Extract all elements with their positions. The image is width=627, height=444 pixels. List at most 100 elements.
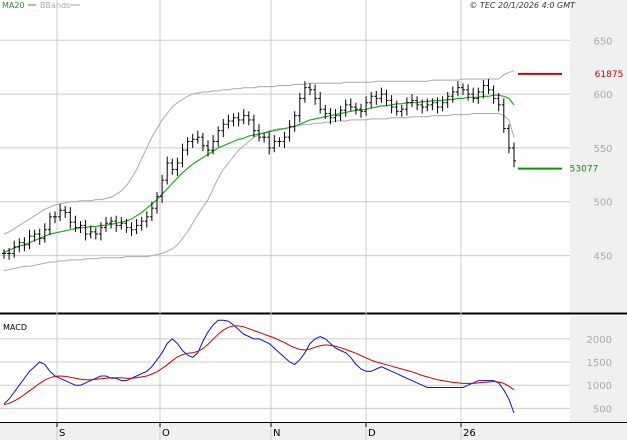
price-bar [124,218,129,233]
price-bar [231,113,236,127]
price-bar [481,80,486,99]
price-bar [251,114,256,138]
x-axis-panel [0,423,627,440]
price-bar [42,223,47,243]
chart-watermark: © TEC 20/1/2026 4:0 GMT [469,1,576,10]
price-bar [53,211,57,224]
price-bar [257,124,261,142]
price-bar [93,227,98,240]
price-bar [486,79,491,95]
price-bar [165,156,170,185]
price-bar [323,104,328,119]
price-bar [328,108,333,125]
price-bar [206,140,210,157]
price-bar [267,131,272,155]
price-bar [343,99,348,117]
price-bar [236,112,241,127]
price-bar [119,216,124,230]
price-bar [63,206,68,218]
price-tick-label: 500 [593,198,612,209]
price-bar [37,228,42,245]
price-tick-label: 550 [593,144,612,155]
price-bar [302,81,307,103]
price-bar [440,96,445,112]
price-bar [221,118,226,138]
price-bar [476,87,481,104]
price-bar [445,91,450,109]
price-bar [109,216,114,229]
price-bar [58,203,63,222]
price-bar [272,135,277,153]
price-tick-label: 650 [593,36,612,47]
price-bar [185,137,190,156]
price-bar [139,216,144,231]
price-bar [2,249,6,259]
price-bar [114,215,119,232]
legend-ma20: MA20 [2,1,25,10]
macd-signal-line [3,325,515,406]
price-bar [7,248,12,260]
price-bar [297,93,302,123]
price-bar [98,222,103,241]
macd-tick-label: 500 [593,404,612,415]
x-tick-label: S [59,428,65,439]
price-bar [491,85,496,104]
price-bar [425,98,430,112]
price-bar [348,98,353,112]
price-bar [313,84,318,105]
price-bar [226,114,231,129]
price-bar [292,111,297,132]
price-bar [466,84,471,101]
price-bar [190,133,195,148]
price-bar [369,91,374,109]
x-tick-label: O [162,428,170,439]
price-bar [506,124,511,154]
price-bar [435,97,440,114]
price-bar [384,89,389,106]
price-bar [455,81,460,97]
macd-panel [0,316,570,422]
price-bar [359,103,363,118]
price-bar [282,131,287,148]
price-bar [450,86,455,103]
price-bar [246,111,251,126]
macd-tick-label: 1000 [587,381,612,392]
x-tick-label: 26 [463,428,476,439]
price-tick-label: 450 [593,252,612,263]
price-bar [78,221,83,233]
price-bar [216,126,221,147]
price-bar [389,95,394,114]
price-bar [308,83,312,96]
price-bar [394,100,399,116]
price-bar [155,192,159,214]
price-bar [501,98,506,133]
macd-axis-panel [570,316,627,422]
bband-upper-line [3,69,515,235]
price-bar [410,94,414,108]
price-bar [88,225,93,239]
price-bar [364,96,369,116]
price-bar [144,211,149,228]
price-bar [32,229,37,242]
price-bar [12,240,17,258]
price-bar [415,96,420,111]
price-bar [333,109,338,123]
price-bar [318,91,323,114]
price-bar [47,212,52,236]
price-bar [277,137,282,147]
macd-line [3,319,515,414]
price-bar [134,218,139,235]
x-tick-label: D [368,428,376,439]
price-bar [404,97,409,116]
price-bar [461,83,465,96]
price-bar [379,87,384,103]
price-bar [471,87,476,103]
price-bar [200,132,205,152]
price-bar [338,105,343,122]
x-tick-label: N [273,428,280,439]
price-bar [170,158,175,175]
price-bar [287,119,292,142]
resistance-label: 61875 [595,70,624,80]
price-bar [353,102,358,115]
